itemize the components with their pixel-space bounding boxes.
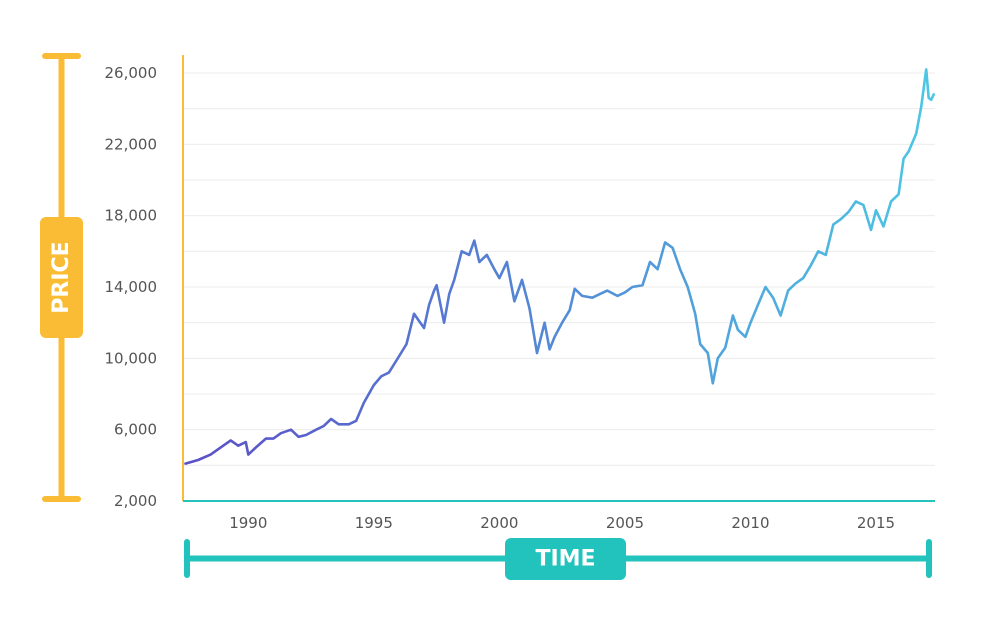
time-indicator: TIME — [184, 538, 932, 580]
y-tick-label: 6,000 — [114, 421, 157, 439]
time-label: TIME — [535, 547, 595, 572]
price-indicator: PRICE — [40, 53, 83, 502]
x-tick-label: 1995 — [355, 514, 393, 532]
y-axis-ticks: 2,000 6,000 10,000 14,000 18,000 22,000 26,000 — [105, 64, 158, 510]
price-label-pill — [40, 217, 83, 338]
x-axis-ticks: 1990 1995 2000 2005 2010 2015 — [229, 514, 895, 532]
x-tick-label: 2000 — [480, 514, 518, 532]
price-label: PRICE — [49, 241, 74, 313]
x-tick-label: 2015 — [857, 514, 895, 532]
x-tick-label: 2005 — [606, 514, 644, 532]
y-tick-label: 18,000 — [105, 207, 158, 225]
y-tick-label: 26,000 — [105, 64, 158, 82]
x-tick-label: 1990 — [229, 514, 267, 532]
y-tick-label: 14,000 — [105, 278, 158, 296]
y-tick-label: 10,000 — [105, 349, 158, 367]
gridlines — [183, 72, 935, 466]
y-tick-label: 2,000 — [114, 492, 157, 510]
time-label-pill — [505, 538, 626, 580]
x-tick-label: 2010 — [731, 514, 769, 532]
series-line — [184, 68, 935, 465]
y-tick-label: 22,000 — [105, 135, 158, 153]
